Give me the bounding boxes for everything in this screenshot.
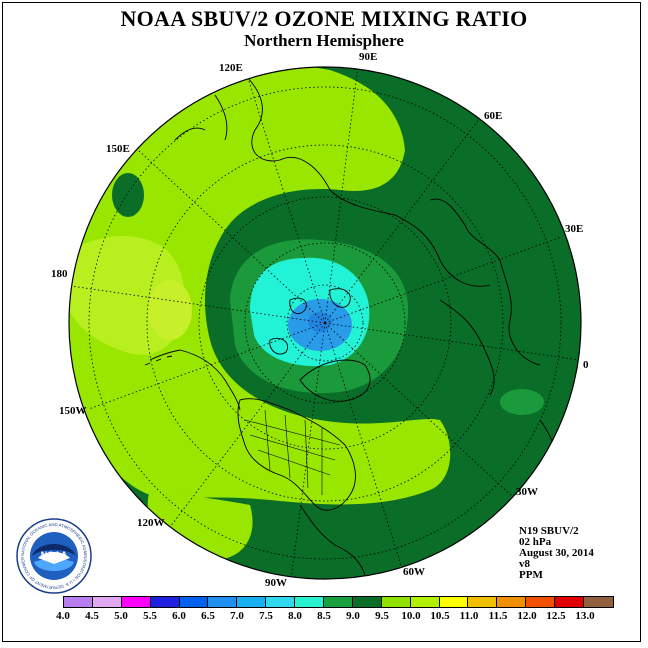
colorbar-swatch: [555, 597, 585, 607]
info-satellite: N19 SBUV/2: [519, 525, 579, 537]
noaa-logo-text: NOAA: [41, 550, 68, 560]
colorbar-swatch: [526, 597, 556, 607]
colorbar-swatch: [497, 597, 527, 607]
lon-label-90e: 90E: [359, 51, 378, 63]
info-version: v8: [519, 558, 530, 570]
map-subtitle: Northern Hemisphere: [244, 31, 404, 50]
coastlines: [144, 74, 556, 576]
colorbar-tick-label: 4.5: [85, 610, 99, 622]
colorbar-swatch: [584, 597, 613, 607]
colorbar-tick-label: 9.0: [346, 610, 360, 622]
lon-label-150e: 150E: [106, 143, 130, 155]
info-block: N19 SBUV/2 02 hPa August 30, 2014 v8 PPM: [519, 526, 594, 581]
colorbar-tick-label: 10.0: [401, 610, 421, 622]
colorbar-swatch: [295, 597, 325, 607]
info-date: August 30, 2014: [519, 547, 594, 559]
lon-label-150w: 150W: [59, 405, 87, 417]
colorbar-tick-label: 12.5: [546, 610, 566, 622]
globe-outline: [68, 66, 582, 580]
colorbar-swatch: [179, 597, 209, 607]
ozone-blob-0: [500, 389, 544, 415]
colorbar-tick-label: 5.0: [114, 610, 128, 622]
lon-label-0: 0: [583, 359, 589, 371]
colorbar-swatch: [324, 597, 353, 607]
ozone-blob-150e: [112, 173, 144, 217]
colorbar-swatch: [410, 597, 440, 607]
colorbar-tick-label: 13.0: [575, 610, 595, 622]
colorbar-swatch: [468, 597, 498, 607]
state-borders: [244, 409, 341, 495]
colorbar-tick-label: 8.5: [317, 610, 331, 622]
colorbar-tick-label: 8.0: [288, 610, 302, 622]
colorbar-tick-label: 7.5: [259, 610, 273, 622]
meridian-lines: [70, 67, 580, 579]
info-pressure: 02 hPa: [519, 536, 552, 548]
ozone-field: [69, 67, 581, 579]
lon-label-60w: 60W: [403, 566, 425, 578]
colorbar-tick-label: 5.5: [143, 610, 157, 622]
lon-label-180: 180: [51, 268, 68, 280]
colorbar-tick-label: 6.5: [201, 610, 215, 622]
lon-label-60e: 60E: [484, 110, 503, 122]
colorbar-swatch: [352, 597, 382, 607]
lon-label-120w: 120W: [137, 517, 165, 529]
colorbar-tick-label: 10.5: [430, 610, 450, 622]
colorbar-tick-label: 11.0: [459, 610, 479, 622]
colorbar-swatch: [237, 597, 267, 607]
info-units: PPM: [519, 569, 543, 581]
colorbar-swatch: [121, 597, 151, 607]
colorbar-swatch: [208, 597, 238, 607]
colorbar-swatch: [266, 597, 296, 607]
lon-label-90w: 90W: [265, 577, 287, 589]
map-title: NOAA SBUV/2 OZONE MIXING RATIO: [120, 6, 528, 31]
colorbar-swatch: [64, 597, 93, 607]
noaa-logo: NOAA NATIONAL OCEANIC AND ATMOSPHERIC AD…: [16, 518, 92, 594]
colorbar-tick-label: 11.5: [488, 610, 508, 622]
colorbar-tick-label: 6.0: [172, 610, 186, 622]
colorbar-tick-label: 7.0: [230, 610, 244, 622]
figure-frame: [2, 2, 641, 642]
colorbar-swatch: [381, 597, 411, 607]
colorbar-swatch: [150, 597, 180, 607]
latitude-circles: [88, 86, 562, 560]
colorbar-swatch: [439, 597, 469, 607]
lon-label-120e: 120E: [219, 62, 243, 74]
colorbar-swatch: [92, 597, 122, 607]
ozone-band-9-5-west: [69, 67, 451, 505]
colorbar: [63, 596, 614, 608]
lon-label-30w: 30W: [516, 486, 538, 498]
colorbar-tick-label: 12.0: [517, 610, 537, 622]
ozone-band-10-0-core: [148, 280, 192, 340]
colorbar-tick-label: 4.0: [56, 610, 70, 622]
colorbar-tick-label: 9.5: [375, 610, 389, 622]
lon-label-30e: 30E: [565, 223, 584, 235]
